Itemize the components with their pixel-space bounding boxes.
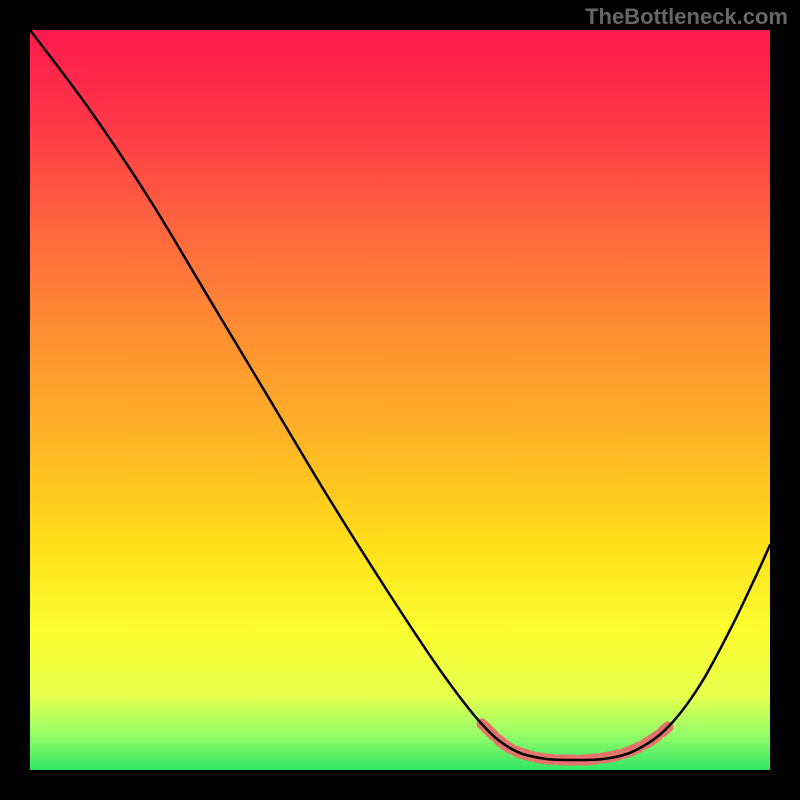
chart-container: TheBottleneck.com bbox=[0, 0, 800, 800]
curve-layer bbox=[30, 30, 770, 770]
bottleneck-curve bbox=[30, 30, 770, 760]
highlight-trough bbox=[482, 724, 668, 760]
watermark-text: TheBottleneck.com bbox=[585, 4, 788, 30]
plot-area bbox=[30, 30, 770, 770]
